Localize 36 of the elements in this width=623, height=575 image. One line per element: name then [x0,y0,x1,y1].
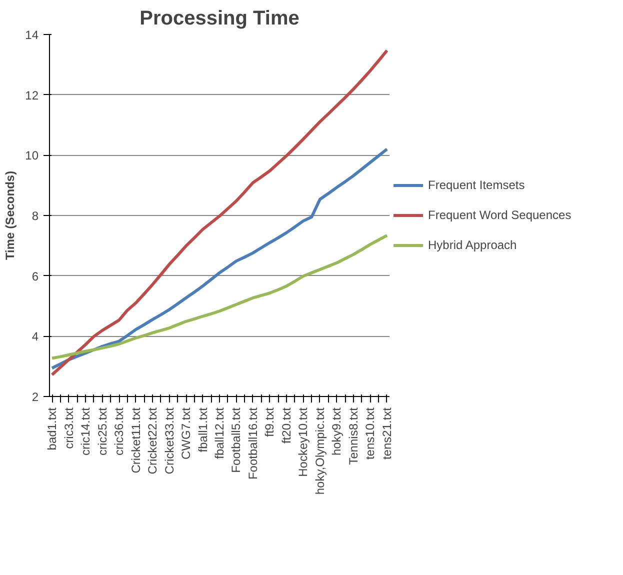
x-tick-label: Football5.txt [229,406,244,473]
x-tick-label: cric14.txt [78,406,93,456]
x-tick-label: Hockey10.txt [296,406,310,477]
x-tick-label: fball1.txt [196,406,210,452]
x-tick-label: fball12.txt [212,406,226,459]
x-tick-label: Cricket22.txt [146,406,160,474]
legend-label: Frequent Itemsets [428,178,525,192]
y-tick-label: 10 [25,148,39,163]
x-tick-label: ft20.txt [279,406,294,444]
x-tick-label: Tennis8.txt [346,406,360,465]
x-tick-label: tens10.txt [363,406,378,460]
line-series [50,48,388,376]
x-tick-label: cric3.txt [62,406,76,449]
x-tick-label: ft9.txt [262,406,277,437]
x-tick-label: Football16.txt [246,406,260,480]
x-tick-label: cric25.txt [95,406,110,456]
x-tick-label: Cricket11.txt [128,406,143,474]
y-tick-label: 6 [32,269,39,284]
y-tick-label: 12 [25,88,39,102]
y-tick-label: 4 [32,330,39,344]
y-tick-label: 8 [32,209,39,223]
x-tick-label: cric36.txt [112,406,126,456]
y-tick-label: 2 [32,390,39,404]
y-tick-label: 14 [25,28,39,42]
x-tick-label: hoky9.txt [330,406,344,456]
chart-title: Processing Time [140,8,300,30]
line-series [50,234,388,360]
x-tick-label: hoky,Olympic.txt [312,406,327,495]
x-tick-label: CWG7.txt [179,406,193,460]
x-tick-label: bad1.txt [45,406,60,450]
legend-label: Frequent Word Sequences [428,208,572,222]
x-tick-label: tens21.txt [380,406,394,460]
line-series [50,148,388,370]
y-axis-title: Time (Seconds) [3,170,18,260]
x-tick-label: Cricket33.txt [162,406,176,474]
legend-label: Hybrid Approach [428,238,517,252]
